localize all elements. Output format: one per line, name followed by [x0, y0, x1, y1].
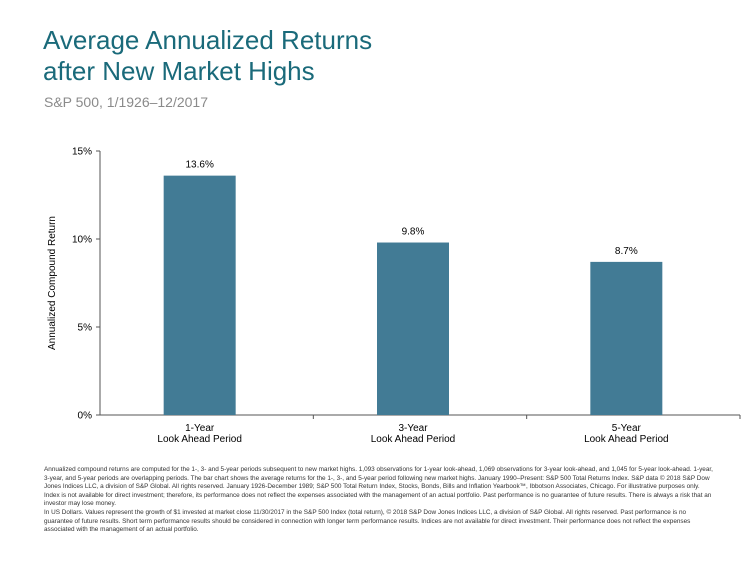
x-category-label: Look Ahead Period: [371, 434, 456, 445]
chart-title-line-2: after New Market Highs: [43, 56, 315, 86]
bar-data-label: 13.6%: [185, 160, 213, 171]
x-category-label: 5-Year: [612, 423, 642, 434]
chart-title-line-1: Average Annualized Returns: [43, 25, 373, 55]
bar: [377, 242, 449, 415]
chart-subtitle: S&P 500, 1/1926–12/2017: [44, 94, 209, 110]
footnote-paragraph-2: In US Dollars. Values represent the grow…: [44, 508, 691, 534]
chart-title: Average Annualized Returns after New Mar…: [43, 25, 372, 87]
y-tick-label: 0%: [78, 411, 93, 422]
bar-data-label: 9.8%: [402, 227, 425, 238]
bar-chart: 0% 5% 10% 15% Annualized Compound Return 13.6…: [47, 147, 741, 445]
x-category-label: 3-Year: [398, 423, 428, 434]
x-category-label: Look Ahead Period: [584, 434, 669, 445]
y-tick-label: 10%: [72, 235, 92, 246]
footnotes: Annualized compound returns are computed…: [44, 466, 714, 535]
y-tick-label: 15%: [72, 147, 92, 158]
x-category-label: 1-Year: [185, 423, 215, 434]
footnote-paragraph-1: Annualized compound returns are computed…: [44, 466, 713, 508]
x-category-label: Look Ahead Period: [157, 434, 242, 445]
bar: [590, 261, 663, 415]
y-axis-label: Annualized Compound Return: [47, 216, 58, 350]
bar: [163, 175, 236, 415]
bar-data-label: 8.7%: [615, 246, 638, 257]
y-tick-label: 5%: [78, 323, 93, 334]
